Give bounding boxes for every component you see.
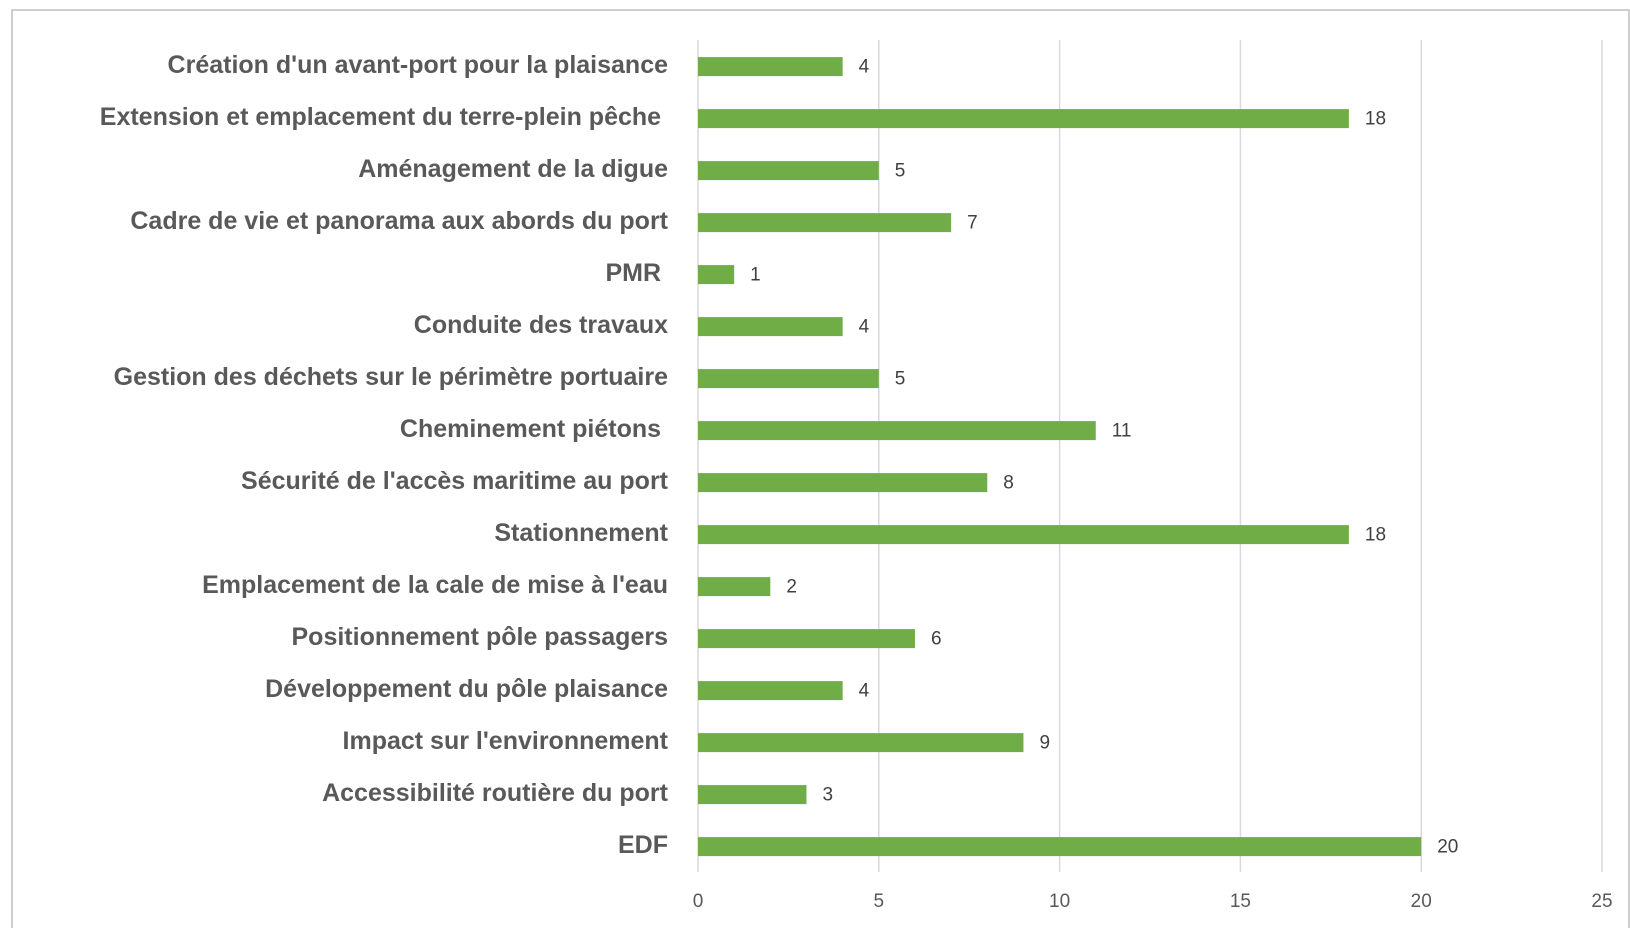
value-label: 4 — [859, 681, 870, 702]
category-label: Stationnement — [494, 519, 668, 547]
bar — [698, 837, 1422, 857]
bar — [698, 57, 843, 77]
bar — [698, 421, 1096, 441]
category-label: Conduite des travaux — [414, 311, 668, 339]
x-tick-label: 15 — [1230, 891, 1251, 912]
category-label: Accessibilité routière du port — [322, 779, 669, 807]
x-tick-label: 5 — [874, 891, 885, 912]
value-label: 3 — [822, 785, 833, 806]
x-tick-label: 20 — [1411, 891, 1432, 912]
bar — [698, 265, 735, 285]
bar — [698, 317, 843, 337]
value-label: 2 — [786, 577, 797, 598]
value-label: 11 — [1112, 421, 1132, 442]
category-label: Cadre de vie et panorama aux abords du p… — [130, 207, 668, 235]
value-label: 6 — [931, 629, 942, 650]
category-label: Emplacement de la cale de mise à l'eau — [202, 571, 668, 599]
bar — [698, 733, 1024, 753]
category-label: PMR — [606, 259, 669, 287]
category-label: Gestion des déchets sur le périmètre por… — [114, 363, 668, 391]
category-label: Création d'un avant-port pour la plaisan… — [168, 51, 669, 79]
chart-frame — [11, 9, 1630, 928]
bar — [698, 213, 952, 233]
value-label: 18 — [1365, 525, 1386, 546]
bar — [698, 369, 879, 389]
category-label: Aménagement de la digue — [358, 155, 668, 183]
category-label: EDF — [618, 831, 668, 859]
category-label: Développement du pôle plaisance — [265, 675, 668, 703]
bar — [698, 629, 915, 649]
value-label: 18 — [1365, 109, 1386, 130]
value-label: 4 — [859, 57, 870, 78]
category-label: Sécurité de l'accès maritime au port — [241, 467, 669, 495]
value-label: 9 — [1039, 733, 1050, 754]
bar — [698, 577, 771, 597]
category-label: Positionnement pôle passagers — [292, 623, 669, 651]
category-label: Cheminement piétons — [400, 415, 668, 443]
value-label: 5 — [895, 161, 906, 182]
value-label: 5 — [895, 369, 906, 390]
category-label: Extension et emplacement du terre-plein … — [100, 103, 668, 131]
value-label: 20 — [1437, 837, 1458, 858]
value-label: 7 — [967, 213, 978, 234]
value-label: 8 — [1003, 473, 1014, 494]
x-tick-label: 0 — [693, 891, 704, 912]
bar — [698, 161, 879, 181]
x-tick-label: 10 — [1049, 891, 1070, 912]
bar — [698, 681, 843, 701]
x-tick-label: 25 — [1591, 891, 1612, 912]
bar — [698, 785, 807, 805]
bar — [698, 473, 988, 493]
value-label: 1 — [750, 265, 761, 286]
bar — [698, 109, 1349, 129]
value-label: 4 — [859, 317, 870, 338]
bar — [698, 525, 1349, 545]
category-label: Impact sur l'environnement — [343, 727, 669, 755]
